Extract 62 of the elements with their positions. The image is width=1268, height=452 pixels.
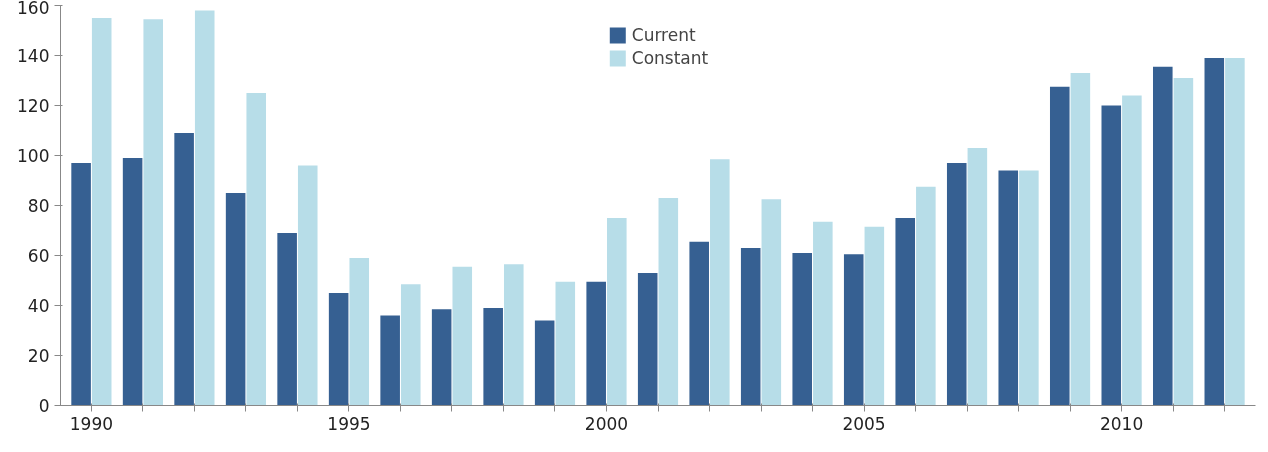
y-tick-label: 40 [27, 296, 50, 316]
x-tick-label: 2005 [842, 413, 886, 434]
bar [225, 193, 246, 406]
bar [452, 266, 473, 406]
bar [431, 309, 452, 406]
bar [246, 93, 267, 406]
x-tick-label: 2010 [1099, 413, 1144, 434]
bar [1070, 73, 1091, 406]
bar [710, 159, 730, 406]
bar [483, 308, 503, 406]
y-tick-label: 80 [27, 196, 50, 216]
bar [967, 148, 988, 406]
x-tick-label: 1995 [327, 413, 371, 434]
bar [740, 248, 761, 406]
bar [843, 254, 864, 406]
bar [792, 253, 813, 406]
bar [689, 241, 709, 406]
y-tick-label: 100 [17, 146, 50, 166]
bar [1204, 58, 1225, 406]
bar [194, 10, 215, 406]
y-tick-label: 20 [27, 346, 50, 366]
y-tick-label: 120 [17, 96, 50, 116]
bar [916, 186, 936, 406]
bar [813, 221, 833, 406]
y-tick-label: 60 [27, 246, 50, 266]
y-tick-label: 140 [17, 46, 50, 66]
bar [1019, 170, 1039, 406]
bar [658, 198, 679, 406]
bar [1101, 105, 1122, 406]
bar [277, 233, 297, 406]
legend-label: Constant [631, 48, 709, 68]
bar [607, 218, 627, 406]
bar [1122, 95, 1142, 406]
legend-label: Current [631, 25, 696, 45]
bar [349, 258, 370, 406]
bar [637, 273, 658, 406]
bar [503, 264, 524, 406]
bar [297, 165, 318, 406]
bar [1153, 66, 1173, 406]
bar [400, 284, 421, 406]
bar [761, 199, 782, 406]
bar [174, 133, 194, 406]
bar [91, 18, 112, 406]
bar [380, 315, 400, 406]
bar [555, 281, 576, 406]
bar [143, 19, 163, 406]
bar [586, 281, 606, 406]
x-tick-label: 1990 [69, 413, 114, 434]
bar [1173, 78, 1194, 406]
bar [864, 226, 885, 406]
x-tick-label: 2000 [584, 413, 629, 434]
bar [946, 163, 967, 406]
bar [328, 293, 349, 406]
bar [1225, 58, 1245, 406]
bar [71, 163, 91, 406]
bar [122, 158, 143, 406]
y-tick-label: 0 [38, 396, 50, 416]
bar [534, 320, 555, 406]
bar [895, 218, 916, 406]
bar [1049, 86, 1070, 406]
y-tick-label: 160 [17, 0, 50, 18]
bar [998, 170, 1019, 406]
